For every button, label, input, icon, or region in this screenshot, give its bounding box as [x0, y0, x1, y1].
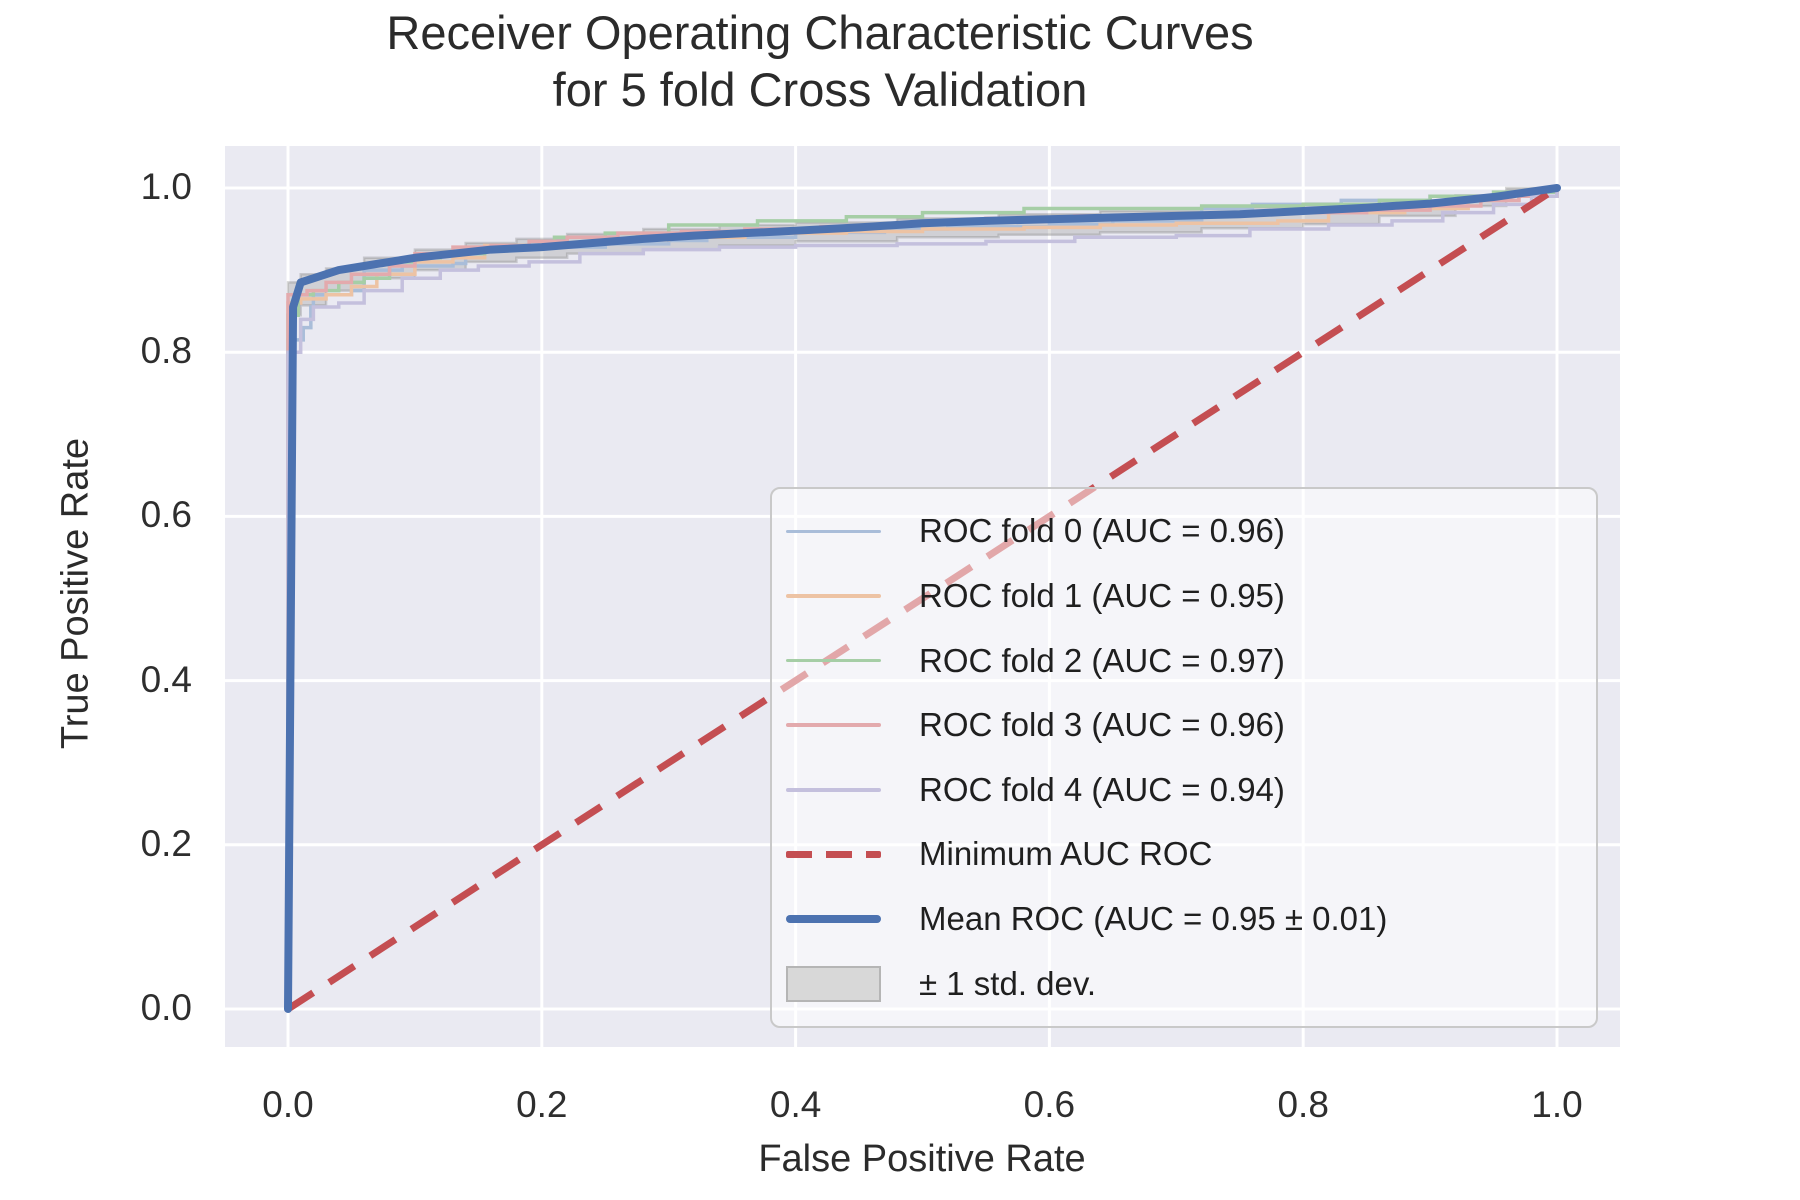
legend-label: Mean ROC (AUC = 0.95 ± 0.01) [919, 900, 1388, 938]
legend-entry-6: Mean ROC (AUC = 0.95 ± 0.01) [786, 887, 1596, 951]
x-tick-label-1.0: 1.0 [1531, 1084, 1583, 1125]
legend-line-icon [786, 850, 881, 859]
y-tick-label-0.0: 0.0 [140, 987, 192, 1028]
legend-label: ROC fold 4 (AUC = 0.94) [919, 770, 1285, 808]
x-tick-label-0.0: 0.0 [262, 1084, 314, 1125]
x-tick-label-0.6: 0.6 [1023, 1084, 1076, 1125]
x-axis-label: False Positive Rate [758, 1138, 1086, 1180]
legend-entry-2: ROC fold 2 (AUC = 0.97) [786, 629, 1596, 693]
y-tick-label-0.2: 0.2 [140, 822, 192, 864]
y-tick-label-0.6: 0.6 [140, 494, 192, 536]
legend-label: ROC fold 1 (AUC = 0.95) [919, 576, 1285, 614]
y-axis-label: True Positive Rate [54, 437, 97, 750]
legend-swatch-line [786, 594, 919, 598]
legend-swatch-line [786, 529, 919, 534]
legend-line-icon [786, 723, 881, 727]
legend-line-icon [786, 658, 881, 663]
chart-title: Receiver Operating Characteristic Curves… [170, 4, 1470, 118]
std-dev-patch-icon [786, 965, 881, 1002]
legend-entry-5: Minimum AUC ROC [786, 822, 1596, 886]
legend-label: ROC fold 0 (AUC = 0.96) [919, 512, 1285, 550]
x-tick-label-0.8: 0.8 [1277, 1084, 1329, 1125]
chart-title-line1: Receiver Operating Characteristic Curves [386, 6, 1254, 59]
legend-swatch-dashed [786, 850, 919, 859]
legend-label: Minimum AUC ROC [919, 835, 1213, 873]
x-tick-label-0.4: 0.4 [769, 1084, 822, 1125]
legend-line-icon [786, 788, 881, 792]
legend-label: ROC fold 3 (AUC = 0.96) [919, 706, 1285, 744]
legend-entry-0: ROC fold 0 (AUC = 0.96) [786, 499, 1596, 563]
x-tick-label-0.2: 0.2 [516, 1084, 568, 1125]
legend-entry-3: ROC fold 3 (AUC = 0.96) [786, 693, 1596, 757]
legend-box: ROC fold 0 (AUC = 0.96) ROC fold 1 (AUC =… [770, 487, 1598, 1028]
legend-swatch-thick-line [786, 915, 919, 924]
legend-label: ROC fold 2 (AUC = 0.97) [919, 641, 1285, 679]
roc-curve-fold-4 [286, 188, 1559, 1009]
legend-swatch-line [786, 658, 919, 663]
legend-label: ± 1 std. dev. [919, 964, 1097, 1002]
legend-swatch-line [786, 788, 919, 792]
y-tick-label-1.0: 1.0 [140, 166, 192, 207]
mean-roc-curve [284, 184, 1561, 1013]
legend-line-icon [786, 594, 881, 598]
legend-line-icon [786, 915, 881, 924]
legend-swatch-line [786, 723, 919, 727]
chart-title-line2: for 5 fold Cross Validation [552, 63, 1088, 116]
y-tick-label-0.4: 0.4 [140, 658, 192, 700]
legend-swatch-patch [786, 965, 919, 1002]
y-tick-label-0.8: 0.8 [140, 330, 192, 372]
legend-entry-7: ± 1 std. dev. [786, 952, 1596, 1016]
legend-entry-4: ROC fold 4 (AUC = 0.94) [786, 758, 1596, 822]
legend-entry-1: ROC fold 1 (AUC = 0.95) [786, 564, 1596, 628]
legend-line-icon [786, 529, 881, 534]
